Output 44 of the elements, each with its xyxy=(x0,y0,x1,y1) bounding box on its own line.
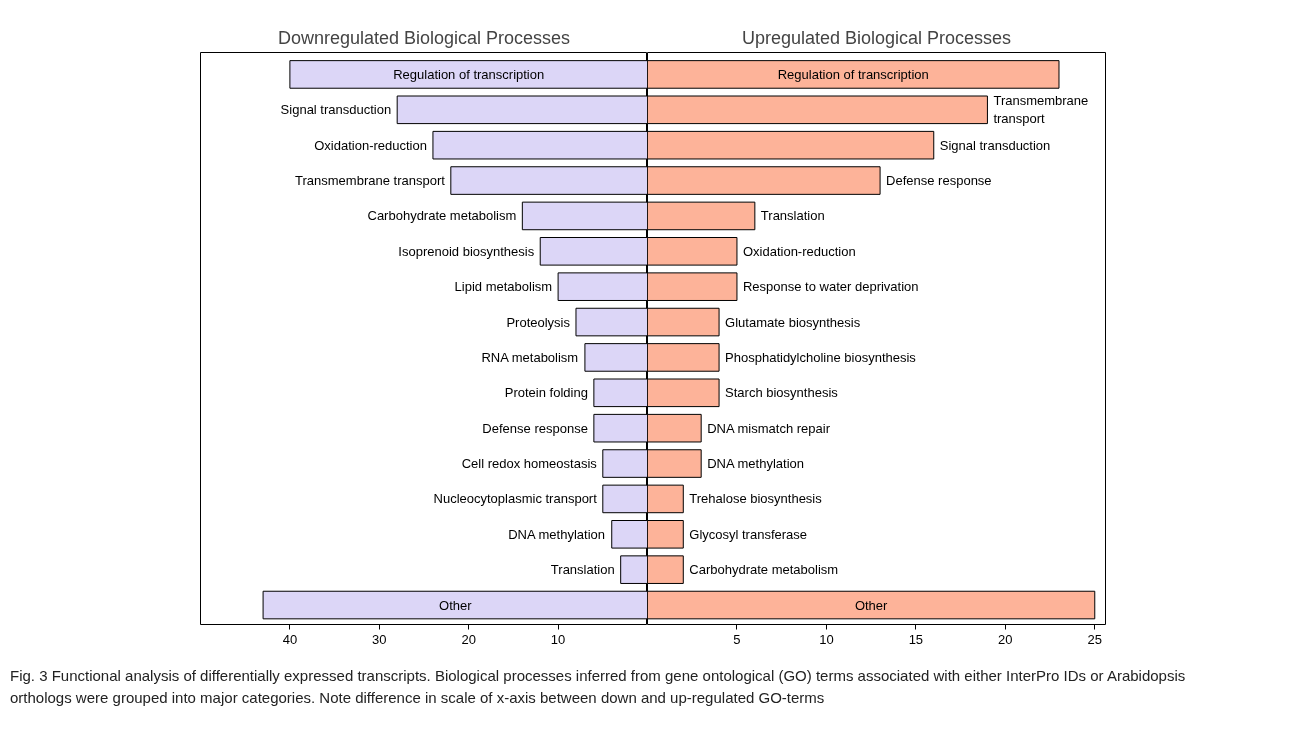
category-label: DNA methylation xyxy=(707,456,804,472)
category-label: Transmembrane transport xyxy=(993,93,1089,127)
category-label: Regulation of transcription xyxy=(393,66,545,82)
category-label: Regulation of transcription xyxy=(777,66,929,82)
category-label: Carbohydrate metabolism xyxy=(367,208,517,224)
category-label: Defense response xyxy=(886,173,992,189)
x-tick-label: 10 xyxy=(550,631,566,647)
chart-title: Upregulated Biological Processes xyxy=(741,27,1012,48)
category-label: Starch biosynthesis xyxy=(725,385,838,401)
category-label: Signal transduction xyxy=(939,137,1051,153)
category-label: Carbohydrate metabolism xyxy=(689,562,839,578)
x-tick-label: 5 xyxy=(733,631,741,647)
category-label: DNA mismatch repair xyxy=(707,420,830,436)
x-tick-label: 20 xyxy=(998,631,1013,647)
category-label: Oxidation-reduction xyxy=(742,243,856,259)
x-tick-label: 10 xyxy=(819,631,834,647)
x-tick-label: 40 xyxy=(282,631,298,647)
category-label: Glycosyl transferase xyxy=(689,526,808,542)
x-tick-label: 15 xyxy=(908,631,924,647)
x-tick-label: 25 xyxy=(1087,631,1102,647)
category-label: Transmembrane transport xyxy=(295,173,445,189)
category-label: Glutamate biosynthesis xyxy=(725,314,861,330)
category-label: RNA metabolism xyxy=(481,349,579,365)
category-label: Other xyxy=(854,597,888,613)
category-label: Oxidation-reduction xyxy=(314,137,427,153)
category-label: Cell redox homeostasis xyxy=(461,456,597,472)
category-label: Defense response xyxy=(482,420,588,436)
category-label: Proteolysis xyxy=(506,314,570,330)
category-label: Translation xyxy=(550,562,615,578)
category-label: Nucleocytoplasmic transport xyxy=(433,491,597,507)
category-label: Isoprenoid biosynthesis xyxy=(398,243,535,259)
category-label: Protein folding xyxy=(504,385,588,401)
x-tick-label: 20 xyxy=(461,631,476,647)
category-label: Response to water deprivation xyxy=(742,279,919,295)
category-label: Other xyxy=(439,597,472,613)
x-tick-label: 30 xyxy=(372,631,387,647)
chart-title: Downregulated Biological Processes xyxy=(277,27,571,48)
category-label: Phosphatidylcholine biosynthesis xyxy=(725,349,916,365)
caption: Fig. 3 Functional analysis of differentially expressed transcripts. Biological processes inferred from gene ontological (GO) terms associated with either InterPro IDs or Arabidopsis orthologs were grouped into major categories. Note difference in scale of x-axis between down and up-regulated GO-terms xyxy=(10,666,1187,708)
category-label: Signal transduction xyxy=(280,102,392,118)
category-label: Trehalose biosynthesis xyxy=(689,491,822,507)
category-label: Lipid metabolism xyxy=(454,279,553,295)
category-label: Translation xyxy=(760,208,825,224)
category-label: DNA methylation xyxy=(508,526,606,542)
